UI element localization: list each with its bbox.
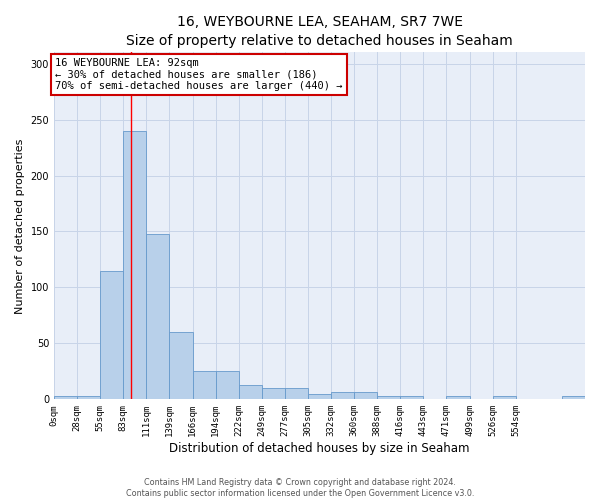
Bar <box>54 396 77 400</box>
Title: 16, WEYBOURNE LEA, SEAHAM, SR7 7WE
Size of property relative to detached houses : 16, WEYBOURNE LEA, SEAHAM, SR7 7WE Size … <box>126 15 513 48</box>
Bar <box>285 388 308 400</box>
Y-axis label: Number of detached properties: Number of detached properties <box>15 138 25 314</box>
Bar <box>562 396 585 400</box>
Text: 16 WEYBOURNE LEA: 92sqm
← 30% of detached houses are smaller (186)
70% of semi-d: 16 WEYBOURNE LEA: 92sqm ← 30% of detache… <box>55 58 343 91</box>
Bar <box>262 388 285 400</box>
Bar <box>400 396 424 400</box>
Bar <box>169 332 193 400</box>
Bar <box>493 396 516 400</box>
Bar <box>308 394 331 400</box>
Bar <box>123 131 146 400</box>
Bar <box>193 372 215 400</box>
Text: Contains HM Land Registry data © Crown copyright and database right 2024.
Contai: Contains HM Land Registry data © Crown c… <box>126 478 474 498</box>
Bar <box>215 372 239 400</box>
Bar <box>146 234 169 400</box>
Bar <box>377 396 400 400</box>
Bar <box>100 270 123 400</box>
Bar <box>239 385 262 400</box>
Bar <box>446 396 470 400</box>
Bar <box>354 392 377 400</box>
Bar <box>77 396 100 400</box>
Bar <box>331 392 354 400</box>
X-axis label: Distribution of detached houses by size in Seaham: Distribution of detached houses by size … <box>169 442 470 455</box>
